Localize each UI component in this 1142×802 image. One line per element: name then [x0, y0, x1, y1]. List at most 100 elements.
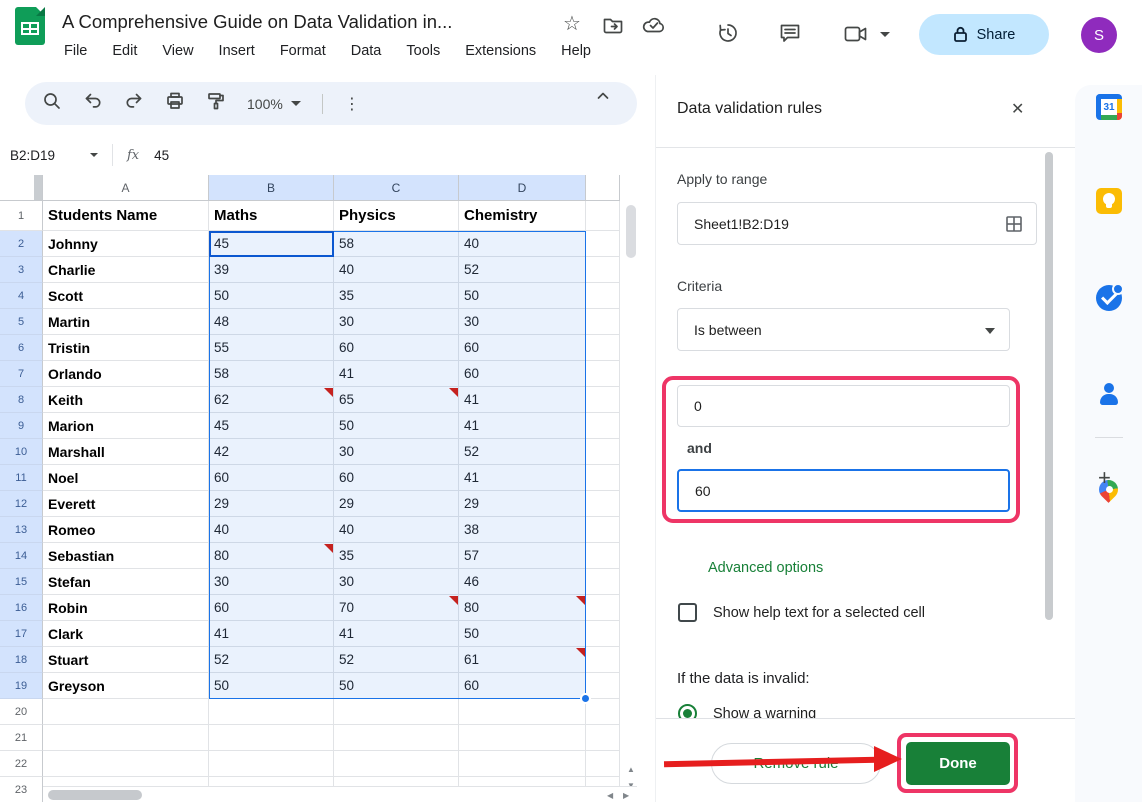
cell[interactable]: 41: [209, 621, 334, 647]
max-value-input[interactable]: 60: [677, 469, 1010, 512]
cell[interactable]: [586, 751, 620, 777]
cell[interactable]: [586, 543, 620, 569]
row-number[interactable]: 23: [0, 777, 43, 802]
cell[interactable]: [334, 725, 459, 751]
column-header-D[interactable]: D: [459, 175, 586, 201]
cell[interactable]: 30: [334, 569, 459, 595]
cell[interactable]: [586, 201, 620, 231]
cell[interactable]: [43, 699, 209, 725]
cell[interactable]: 60: [459, 335, 586, 361]
cell[interactable]: 29: [459, 491, 586, 517]
cell[interactable]: [586, 621, 620, 647]
name-box[interactable]: B2:D19: [10, 147, 56, 163]
cell[interactable]: 35: [334, 283, 459, 309]
cell[interactable]: [586, 283, 620, 309]
cell[interactable]: Greyson: [43, 673, 209, 699]
cell[interactable]: Maths: [209, 201, 334, 231]
cell[interactable]: 50: [334, 413, 459, 439]
cell[interactable]: 30: [459, 309, 586, 335]
cell[interactable]: [586, 725, 620, 751]
cell[interactable]: [459, 751, 586, 777]
cell[interactable]: [586, 569, 620, 595]
menu-data[interactable]: Data: [350, 43, 382, 59]
criteria-dropdown[interactable]: Is between: [677, 308, 1010, 351]
cell[interactable]: 60: [334, 465, 459, 491]
cell[interactable]: 35: [334, 543, 459, 569]
undo-icon[interactable]: [83, 91, 103, 116]
scroll-up-icon[interactable]: ▲: [627, 765, 635, 774]
more-options-icon[interactable]: ⋮: [343, 95, 360, 113]
calendar-icon[interactable]: 31: [1096, 94, 1122, 120]
done-button[interactable]: Done: [906, 742, 1010, 785]
cell[interactable]: [209, 699, 334, 725]
cell[interactable]: 50: [459, 283, 586, 309]
horizontal-scrollbar-thumb[interactable]: [48, 790, 142, 800]
cell[interactable]: [43, 751, 209, 777]
comment-icon[interactable]: [778, 21, 802, 45]
document-title[interactable]: A Comprehensive Guide on Data Validation…: [62, 11, 453, 32]
cell[interactable]: Orlando: [43, 361, 209, 387]
cell[interactable]: Martin: [43, 309, 209, 335]
cell[interactable]: [586, 335, 620, 361]
cell[interactable]: 40: [334, 257, 459, 283]
cell[interactable]: Noel: [43, 465, 209, 491]
close-panel-icon[interactable]: ✕: [1011, 101, 1025, 118]
cell[interactable]: 38: [459, 517, 586, 543]
cell[interactable]: [586, 647, 620, 673]
meet-dropdown-caret-icon[interactable]: [880, 32, 890, 37]
cell[interactable]: 60: [459, 361, 586, 387]
menu-edit[interactable]: Edit: [112, 43, 138, 59]
print-icon[interactable]: [165, 91, 185, 116]
select-data-range-icon[interactable]: [1005, 215, 1023, 236]
select-all-corner[interactable]: [0, 175, 43, 201]
menu-view[interactable]: View: [162, 43, 194, 59]
cell[interactable]: [334, 751, 459, 777]
row-number[interactable]: 10: [0, 439, 43, 465]
cell[interactable]: Keith: [43, 387, 209, 413]
advanced-options-link[interactable]: Advanced options: [708, 560, 824, 576]
cell[interactable]: Stuart: [43, 647, 209, 673]
cell[interactable]: 50: [209, 673, 334, 699]
row-number[interactable]: 8: [0, 387, 43, 413]
share-button[interactable]: Share: [919, 14, 1049, 55]
cell[interactable]: 30: [334, 309, 459, 335]
cell[interactable]: Charlie: [43, 257, 209, 283]
vertical-scrollbar-thumb[interactable]: [626, 205, 636, 258]
cell[interactable]: Everett: [43, 491, 209, 517]
move-to-folder-icon[interactable]: [602, 14, 626, 38]
formula-input[interactable]: 45: [154, 147, 170, 163]
row-number[interactable]: 6: [0, 335, 43, 361]
cell[interactable]: Robin: [43, 595, 209, 621]
cell[interactable]: 52: [459, 257, 586, 283]
cell[interactable]: [586, 595, 620, 621]
redo-icon[interactable]: [124, 91, 144, 116]
contacts-icon[interactable]: [1096, 381, 1122, 407]
cell[interactable]: 52: [334, 647, 459, 673]
star-icon[interactable]: ☆: [563, 13, 581, 35]
cell[interactable]: 30: [209, 569, 334, 595]
cell[interactable]: [586, 361, 620, 387]
column-header-stub[interactable]: [586, 175, 620, 201]
cell[interactable]: 62: [209, 387, 334, 413]
row-number[interactable]: 17: [0, 621, 43, 647]
row-number[interactable]: 1: [0, 201, 43, 231]
tasks-icon[interactable]: [1096, 283, 1124, 311]
panel-scrollbar-thumb[interactable]: [1045, 152, 1053, 620]
cell[interactable]: 52: [459, 439, 586, 465]
sheets-logo-icon[interactable]: [15, 7, 45, 45]
range-input[interactable]: Sheet1!B2:D19: [677, 202, 1037, 245]
cell[interactable]: 80: [459, 595, 586, 621]
menu-format[interactable]: Format: [279, 43, 326, 59]
cell[interactable]: Scott: [43, 283, 209, 309]
cell[interactable]: 45: [209, 413, 334, 439]
cell[interactable]: [334, 699, 459, 725]
row-number[interactable]: 7: [0, 361, 43, 387]
cell[interactable]: [586, 413, 620, 439]
row-number[interactable]: 12: [0, 491, 43, 517]
row-number[interactable]: 21: [0, 725, 43, 751]
row-number[interactable]: 16: [0, 595, 43, 621]
cell[interactable]: [586, 231, 620, 257]
menu-help[interactable]: Help: [561, 43, 591, 59]
scroll-left-icon[interactable]: ◀: [607, 791, 614, 800]
row-number[interactable]: 13: [0, 517, 43, 543]
